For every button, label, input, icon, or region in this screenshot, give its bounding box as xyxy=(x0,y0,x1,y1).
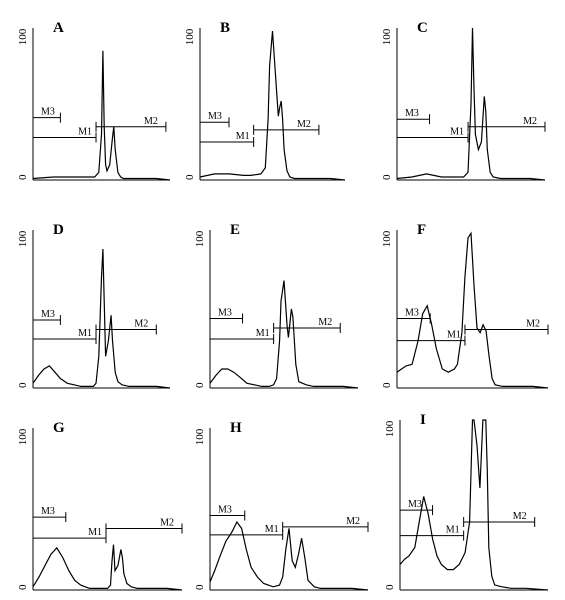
y-tick-label: 0 xyxy=(381,382,393,388)
y-tick-label: 0 xyxy=(184,174,196,180)
y-tick-label: 100 xyxy=(381,28,393,45)
marker-label-m1: M1 xyxy=(78,126,92,137)
histogram-line xyxy=(396,27,546,181)
panel-letter: C xyxy=(417,20,428,36)
marker-label-m3: M3 xyxy=(41,309,55,320)
panel-i: 100 0 I M3 M1 M2 xyxy=(384,412,549,591)
y-tick-label: 0 xyxy=(384,584,396,590)
histogram-line xyxy=(209,520,369,591)
marker-label-m3: M3 xyxy=(41,107,55,118)
marker-label-m1: M1 xyxy=(78,328,92,339)
marker-label-m2: M2 xyxy=(523,116,537,127)
histogram-line xyxy=(209,280,359,389)
marker-label-m2: M2 xyxy=(160,517,174,528)
marker-label-m3: M3 xyxy=(408,499,422,510)
panel-f: 100 0 F M3 M1 M2 xyxy=(381,222,549,389)
y-tick-label: 0 xyxy=(17,174,29,180)
y-tick-label: 100 xyxy=(384,420,396,437)
marker-label-m3: M3 xyxy=(405,307,419,318)
panel-letter: I xyxy=(420,412,426,428)
histogram-line xyxy=(399,419,549,591)
marker-label-m1: M1 xyxy=(256,328,270,339)
marker-label-m1: M1 xyxy=(446,525,460,536)
y-tick-label: 0 xyxy=(194,584,206,590)
y-tick-label: 0 xyxy=(381,174,393,180)
marker-label-m2: M2 xyxy=(297,119,311,130)
marker-label-m3: M3 xyxy=(208,111,222,122)
panel-letter: D xyxy=(53,222,64,238)
marker-label-m2: M2 xyxy=(144,116,158,127)
marker-label-m1: M1 xyxy=(447,330,461,341)
panel-letter: E xyxy=(230,222,240,238)
panel-letter: A xyxy=(53,20,64,36)
y-tick-label: 100 xyxy=(194,230,206,247)
marker-label-m1: M1 xyxy=(236,131,250,142)
y-tick-label: 100 xyxy=(17,428,29,445)
histogram-line xyxy=(199,30,346,181)
panel-d: 100 0 D M3 M1 M2 xyxy=(17,222,171,389)
y-tick-label: 0 xyxy=(17,382,29,388)
histogram-line xyxy=(32,248,171,389)
marker-label-m3: M3 xyxy=(41,506,55,517)
marker-label-m1: M1 xyxy=(265,524,279,535)
histogram-line xyxy=(32,50,171,181)
marker-label-m1: M1 xyxy=(450,126,464,137)
panel-h: 100 0 H M3 M1 M2 xyxy=(194,420,369,591)
marker-label-m3: M3 xyxy=(218,504,232,515)
y-tick-label: 0 xyxy=(194,382,206,388)
marker-label-m2: M2 xyxy=(513,511,527,522)
panel-g: 100 0 G M3 M1 M2 xyxy=(17,420,183,591)
y-tick-label: 0 xyxy=(17,584,29,590)
marker-label-m2: M2 xyxy=(526,319,540,330)
histogram-line xyxy=(32,544,183,591)
histogram-line xyxy=(396,231,549,389)
panel-c: 100 0 C M3 M1 M2 xyxy=(381,20,546,181)
panel-b: 100 0 B M3 M1 M2 xyxy=(184,20,346,181)
marker-label-m3: M3 xyxy=(405,108,419,119)
marker-label-m2: M2 xyxy=(318,317,332,328)
marker-label-m2: M2 xyxy=(134,319,148,330)
y-tick-label: 100 xyxy=(381,230,393,247)
panel-letter: H xyxy=(230,420,242,436)
panel-letter: F xyxy=(417,222,426,238)
panel-letter: B xyxy=(220,20,230,36)
marker-label-m3: M3 xyxy=(218,307,232,318)
y-tick-label: 100 xyxy=(17,230,29,247)
panel-e: 100 0 E M3 M1 M2 xyxy=(194,222,359,389)
y-tick-label: 100 xyxy=(194,428,206,445)
y-tick-label: 100 xyxy=(184,28,196,45)
panel-letter: G xyxy=(53,420,65,436)
y-tick-label: 100 xyxy=(17,28,29,45)
marker-label-m1: M1 xyxy=(88,527,102,538)
panel-a: 100 0 A M3 M1 M2 xyxy=(17,20,171,181)
marker-label-m2: M2 xyxy=(346,516,360,527)
